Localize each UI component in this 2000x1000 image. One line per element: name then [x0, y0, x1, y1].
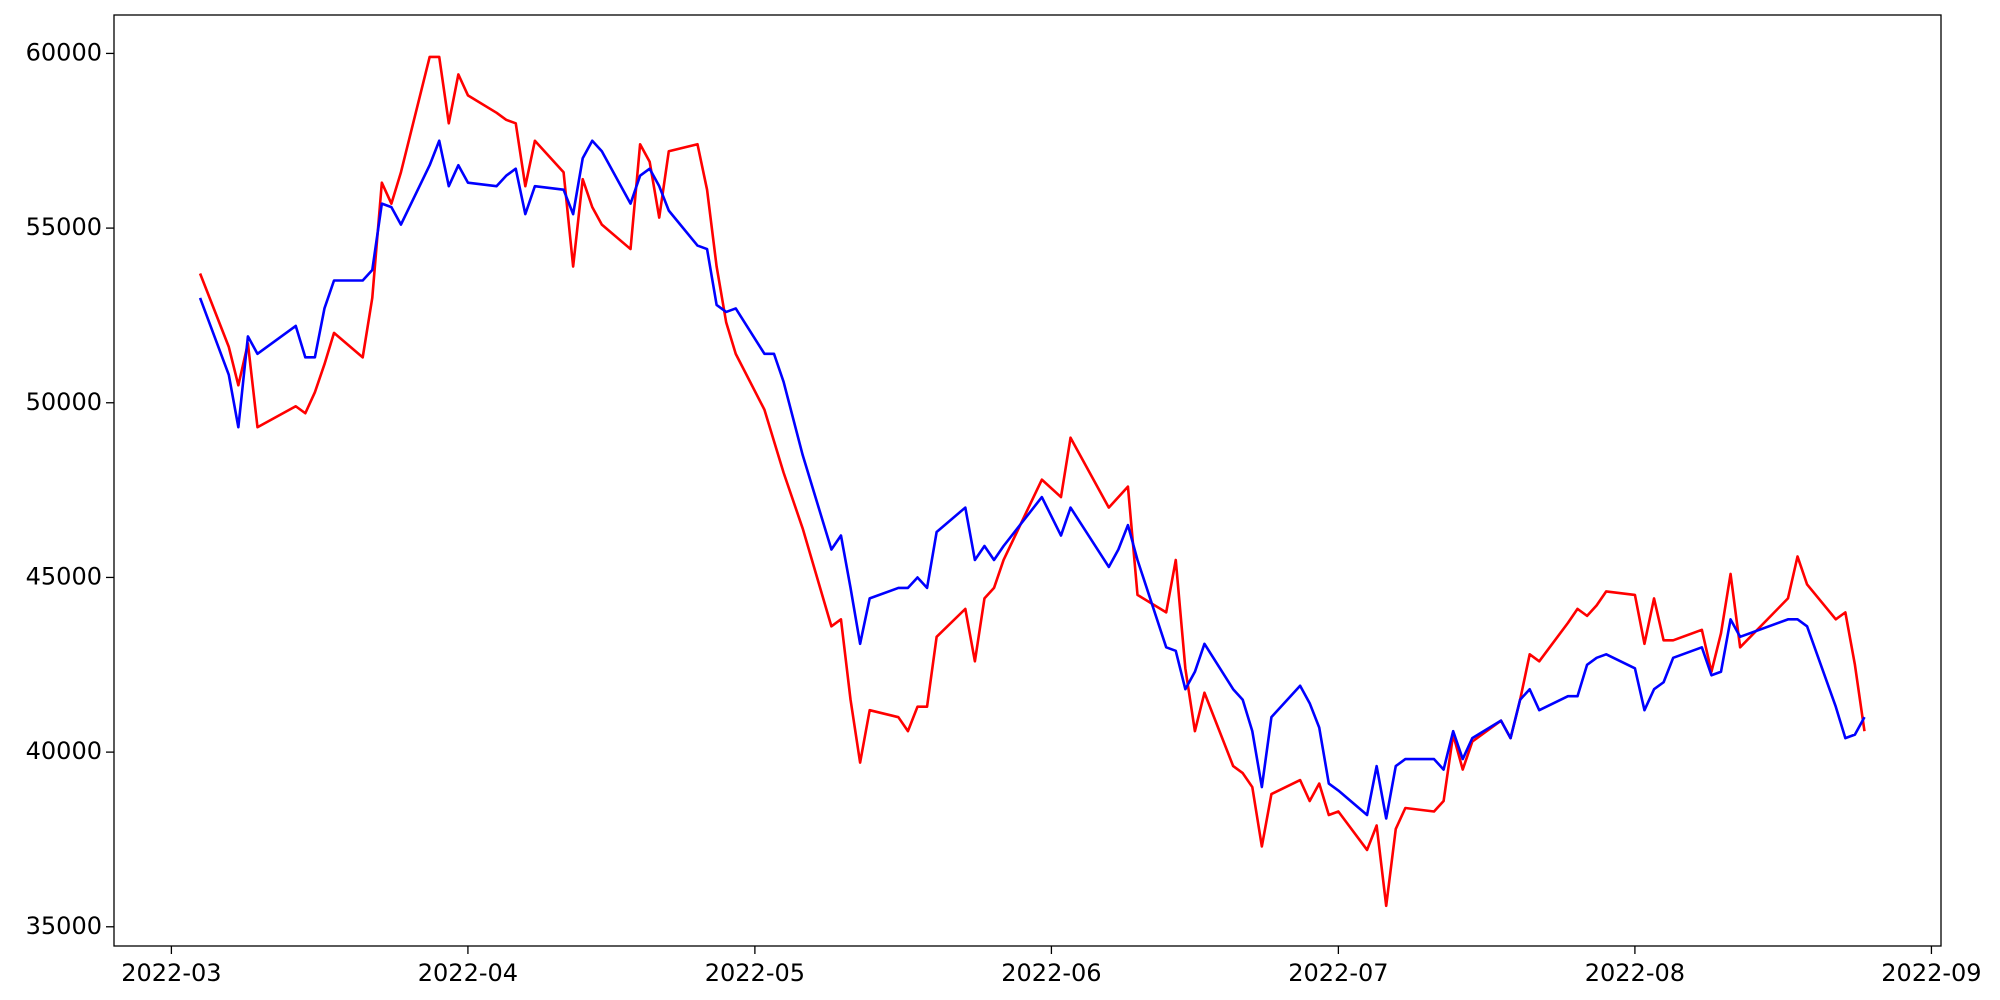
x-tick-label: 2022-03	[121, 959, 221, 987]
x-tick-label: 2022-08	[1585, 959, 1685, 987]
x-tick-label: 2022-05	[705, 959, 805, 987]
y-tick-label: 50000	[26, 388, 102, 416]
x-tick-label: 2022-06	[1001, 959, 1101, 987]
series-line	[198, 139, 1866, 820]
y-tick-label: 40000	[26, 737, 102, 765]
x-tick-label: 2022-04	[418, 959, 518, 987]
x-tick-label: 2022-09	[1881, 959, 1981, 987]
y-tick-label: 35000	[26, 912, 102, 940]
y-tick-label: 55000	[26, 213, 102, 241]
y-tick-label: 45000	[26, 562, 102, 590]
plot-frame	[113, 14, 1942, 947]
y-tick-label: 60000	[26, 38, 102, 66]
x-tick-label: 2022-07	[1288, 959, 1388, 987]
